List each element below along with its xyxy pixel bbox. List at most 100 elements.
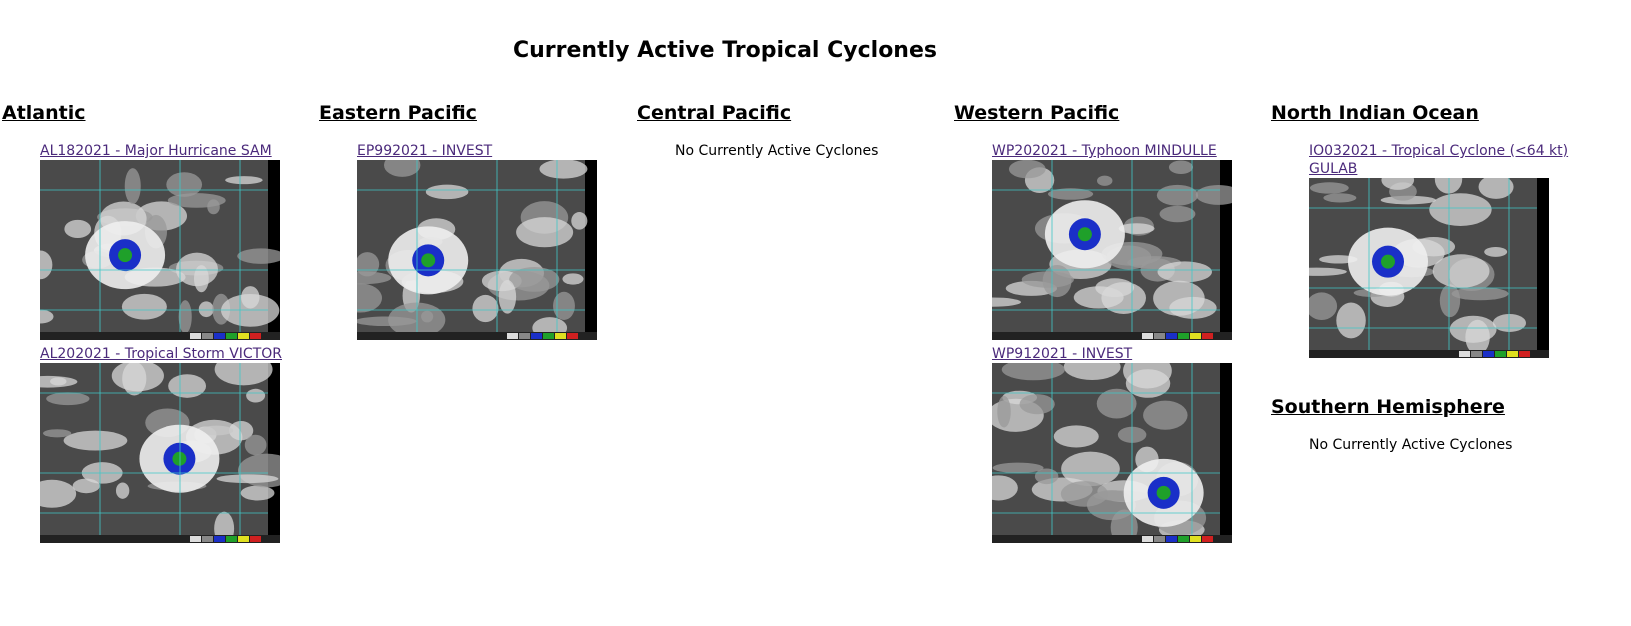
no-cyclones-message: No Currently Active Cyclones (1309, 437, 1513, 453)
storm-link[interactable]: EP992021 - INVEST (357, 143, 493, 159)
color-bar (992, 535, 1232, 543)
cloud (1123, 363, 1172, 389)
cloud (1478, 178, 1514, 199)
cloud (237, 248, 280, 264)
cloud (1118, 223, 1155, 235)
cloud (516, 217, 574, 248)
cloud (1323, 193, 1357, 203)
cloud (1095, 278, 1135, 298)
color-bar (1309, 350, 1549, 358)
cloud (40, 479, 77, 508)
cloud (562, 273, 584, 285)
cloud (992, 475, 1018, 501)
cloud (214, 363, 273, 386)
color-bar-swatch (1166, 333, 1177, 339)
storm-link[interactable]: AL182021 - Major Hurricane SAM (40, 143, 272, 159)
storm-item: AL202021 - Tropical Storm VICTOR (40, 345, 300, 543)
color-bar-swatch (555, 333, 566, 339)
cloud (167, 193, 226, 208)
color-bar-swatch (1519, 351, 1530, 357)
color-bar-swatch (250, 333, 261, 339)
cloud (244, 434, 267, 456)
color-bar (992, 332, 1232, 340)
cloud (50, 377, 67, 386)
basin: North Indian Ocean IO032021 - Tropical Cy… (1271, 100, 1571, 358)
cloud (1336, 302, 1366, 339)
cloud (42, 429, 72, 438)
color-bar (357, 332, 597, 340)
cloud (216, 474, 279, 484)
storm-item: WP912021 - INVEST (992, 345, 1252, 543)
color-bar-swatch (214, 536, 225, 542)
basin-heading: Western Pacific (954, 102, 1120, 124)
storm-eye (1156, 485, 1171, 500)
cloud (115, 482, 130, 499)
cloud (1053, 425, 1099, 448)
satellite-image[interactable] (992, 363, 1232, 543)
color-bar-swatch (519, 333, 530, 339)
storm-item: AL182021 - Major Hurricane SAM (40, 142, 300, 340)
color-bar-swatch (1166, 536, 1177, 542)
cloud (175, 252, 218, 287)
color-bar-swatch (1142, 536, 1153, 542)
cloud (63, 430, 128, 451)
satellite-image[interactable] (1309, 178, 1549, 358)
cloud (1309, 182, 1349, 194)
storm-link[interactable]: WP202021 - Typhoon MINDULLE (992, 143, 1217, 159)
cloud (1492, 313, 1527, 332)
cloud (1097, 175, 1113, 186)
color-bar-swatch (543, 333, 554, 339)
cloud (1153, 280, 1205, 316)
satellite-image[interactable] (40, 363, 280, 543)
storm-link[interactable]: IO032021 - Tropical Cyclone (<64 kt) GUL… (1309, 143, 1569, 177)
color-bar-swatch (1190, 536, 1201, 542)
basin: Western Pacific WP202021 - Typhoon MINDUL… (954, 100, 1254, 543)
storm-link[interactable]: AL202021 - Tropical Storm VICTOR (40, 346, 282, 362)
cloud (1060, 481, 1108, 507)
color-bar-swatch (226, 333, 237, 339)
cloud (40, 250, 53, 280)
cloud (40, 309, 54, 324)
cloud (225, 176, 263, 185)
satellite-image[interactable] (357, 160, 597, 340)
cloud (1008, 160, 1046, 179)
cloud (357, 283, 383, 313)
cloud (1063, 363, 1121, 380)
cloud (1143, 400, 1188, 430)
color-bar-swatch (1202, 333, 1213, 339)
cloud (1019, 394, 1055, 415)
cloud (246, 388, 266, 403)
cloud (1381, 178, 1415, 190)
color-bar-swatch (1142, 333, 1153, 339)
cloud (1001, 363, 1065, 381)
no-cyclones-message: No Currently Active Cyclones (675, 143, 879, 159)
color-bar (40, 535, 280, 543)
cloud (1021, 271, 1074, 288)
storm-eye (118, 248, 133, 263)
color-bar-swatch (250, 536, 261, 542)
color-bar-swatch (238, 536, 249, 542)
cloud (1439, 284, 1461, 318)
storm-link[interactable]: WP912021 - INVEST (992, 346, 1133, 362)
color-bar-swatch (531, 333, 542, 339)
color-bar-swatch (190, 536, 201, 542)
cloud (1319, 255, 1358, 264)
cloud (46, 392, 90, 406)
cloud (992, 462, 1044, 474)
basin-column: North Indian Ocean IO032021 - Tropical Cy… (1271, 100, 1571, 454)
color-bar-swatch (507, 333, 518, 339)
cloud (425, 184, 469, 200)
cloud (240, 485, 275, 501)
basin: Southern Hemisphere No Currently Active C… (1271, 394, 1571, 454)
cloud (539, 160, 588, 179)
color-bar-swatch (214, 333, 225, 339)
cloud (124, 168, 141, 205)
satellite-image[interactable] (992, 160, 1232, 340)
satellite-image[interactable] (40, 160, 280, 340)
cloud (997, 395, 1011, 428)
basin: Eastern Pacific EP992021 - INVEST (319, 100, 619, 340)
storm-item: WP202021 - Typhoon MINDULLE (992, 142, 1252, 340)
basin-heading: Southern Hemisphere (1271, 396, 1505, 418)
color-bar-swatch (238, 333, 249, 339)
cloud (1309, 292, 1338, 320)
